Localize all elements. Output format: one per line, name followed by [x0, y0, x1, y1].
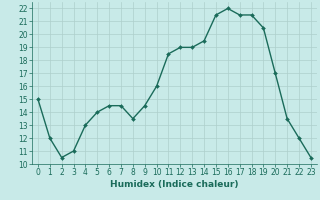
- X-axis label: Humidex (Indice chaleur): Humidex (Indice chaleur): [110, 180, 239, 189]
